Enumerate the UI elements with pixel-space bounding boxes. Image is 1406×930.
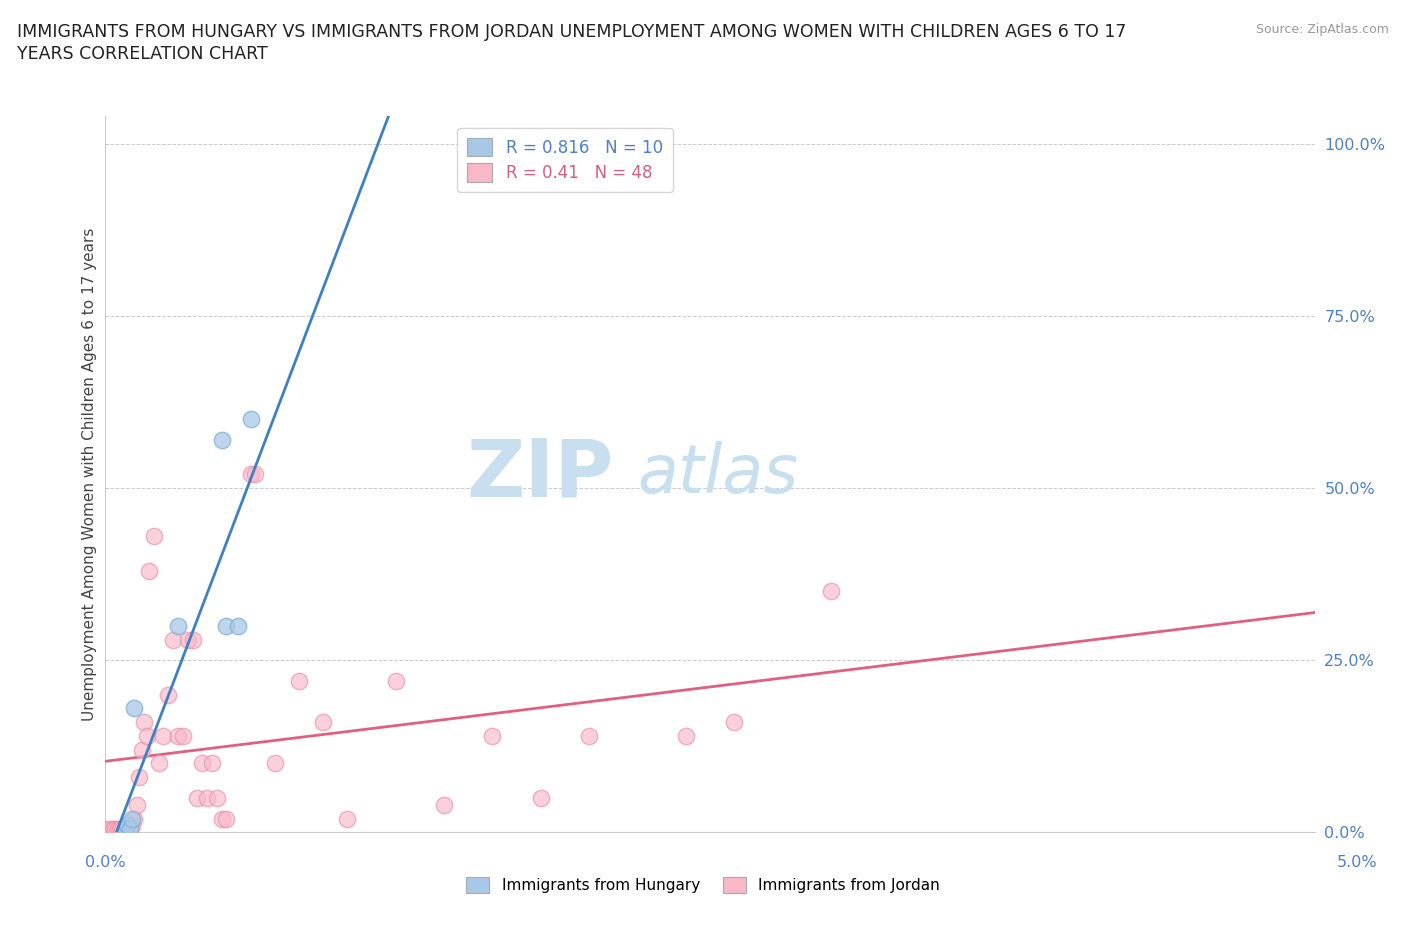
- Point: [108, 821, 131, 836]
- Point: [675, 728, 697, 743]
- Point: [115, 821, 138, 836]
- Point: [121, 811, 143, 826]
- Text: IMMIGRANTS FROM HUNGARY VS IMMIGRANTS FROM JORDAN UNEMPLOYMENT AMONG WOMEN WITH : IMMIGRANTS FROM HUNGARY VS IMMIGRANTS FR…: [17, 23, 1126, 41]
- Text: 0.0%: 0.0%: [86, 855, 125, 870]
- Text: 5.0%: 5.0%: [1337, 855, 1376, 870]
- Point: [288, 673, 311, 688]
- Point: [148, 756, 170, 771]
- Point: [157, 687, 180, 702]
- Point: [195, 790, 218, 805]
- Point: [104, 821, 127, 836]
- Point: [94, 821, 117, 836]
- Legend: Immigrants from Hungary, Immigrants from Jordan: Immigrants from Hungary, Immigrants from…: [460, 870, 946, 899]
- Point: [167, 618, 190, 633]
- Point: [124, 701, 146, 716]
- Point: [481, 728, 503, 743]
- Point: [211, 432, 233, 447]
- Point: [384, 673, 406, 688]
- Point: [162, 632, 184, 647]
- Point: [121, 818, 143, 833]
- Point: [118, 821, 141, 836]
- Point: [312, 715, 335, 730]
- Point: [101, 821, 124, 836]
- Point: [211, 811, 233, 826]
- Text: atlas: atlas: [637, 442, 799, 507]
- Y-axis label: Unemployment Among Women with Children Ages 6 to 17 years: Unemployment Among Women with Children A…: [82, 228, 97, 721]
- Point: [263, 756, 285, 771]
- Point: [820, 584, 842, 599]
- Point: [135, 728, 157, 743]
- Point: [201, 756, 224, 771]
- Point: [124, 811, 146, 826]
- Point: [228, 618, 250, 633]
- Point: [578, 728, 600, 743]
- Point: [239, 467, 262, 482]
- Text: YEARS CORRELATION CHART: YEARS CORRELATION CHART: [17, 45, 267, 62]
- Point: [336, 811, 359, 826]
- Point: [239, 412, 262, 427]
- Point: [107, 821, 129, 836]
- Point: [125, 797, 148, 812]
- Point: [530, 790, 553, 805]
- Point: [118, 821, 141, 836]
- Point: [215, 618, 238, 633]
- Point: [115, 818, 138, 833]
- Point: [142, 529, 165, 544]
- Text: ZIP: ZIP: [465, 435, 613, 513]
- Legend: R = 0.816   N = 10, R = 0.41   N = 48: R = 0.816 N = 10, R = 0.41 N = 48: [457, 128, 672, 193]
- Point: [128, 770, 150, 785]
- Text: Source: ZipAtlas.com: Source: ZipAtlas.com: [1256, 23, 1389, 36]
- Point: [167, 728, 190, 743]
- Point: [191, 756, 214, 771]
- Point: [181, 632, 204, 647]
- Point: [205, 790, 228, 805]
- Point: [245, 467, 267, 482]
- Point: [152, 728, 174, 743]
- Point: [114, 821, 136, 836]
- Point: [131, 742, 153, 757]
- Point: [723, 715, 745, 730]
- Point: [172, 728, 194, 743]
- Point: [98, 821, 121, 836]
- Point: [114, 821, 136, 836]
- Point: [433, 797, 456, 812]
- Point: [215, 811, 238, 826]
- Point: [138, 564, 160, 578]
- Point: [176, 632, 198, 647]
- Point: [111, 821, 134, 836]
- Point: [134, 715, 156, 730]
- Point: [186, 790, 208, 805]
